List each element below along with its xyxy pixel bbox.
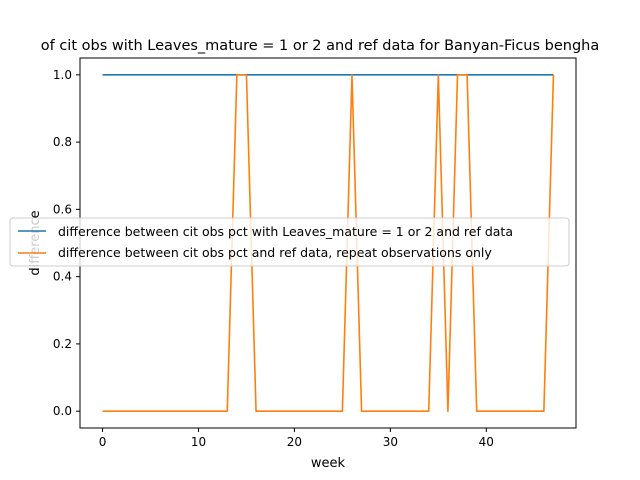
legend-label-series-2: difference between cit obs pct and ref d… — [58, 245, 492, 260]
x-tick-label: 20 — [287, 435, 302, 449]
y-tick-label: 0.4 — [53, 270, 72, 284]
y-tick-label: 0.0 — [53, 404, 72, 418]
y-tick-label: 1.0 — [53, 68, 72, 82]
x-tick-label: 30 — [383, 435, 398, 449]
x-tick-label: 10 — [191, 435, 206, 449]
x-tick-label: 0 — [99, 435, 107, 449]
legend-box — [9, 217, 570, 267]
x-axis-ticks: 0 10 20 30 40 — [99, 428, 494, 449]
y-tick-label: 0.2 — [53, 337, 72, 351]
y-tick-label: 0.8 — [53, 135, 72, 149]
chart-title: of cit obs with Leaves_mature = 1 or 2 a… — [41, 38, 599, 54]
legend-label-series-1: difference between cit obs pct with Leav… — [58, 224, 513, 239]
y-axis-ticks: 0.0 0.2 0.4 0.6 0.8 1.0 — [53, 68, 80, 418]
x-tick-label: 40 — [479, 435, 494, 449]
legend: difference between cit obs pct with Leav… — [9, 217, 570, 267]
x-axis-label: week — [311, 456, 346, 471]
y-tick-label: 0.6 — [53, 202, 72, 216]
